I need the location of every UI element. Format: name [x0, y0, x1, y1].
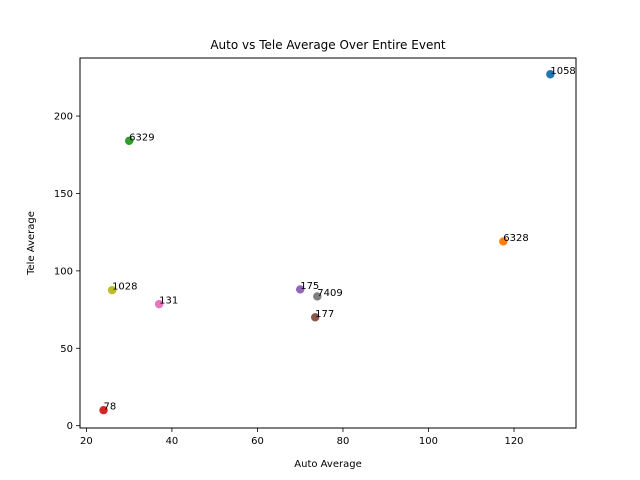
x-tick-label: 120 [504, 436, 523, 447]
data-point [499, 237, 508, 246]
chart-title: Auto vs Tele Average Over Entire Event [210, 38, 446, 52]
y-axis-label: Tele Average [26, 211, 37, 276]
y-tick-label: 100 [54, 266, 73, 277]
data-point-label: 1028 [112, 282, 137, 293]
data-point-label: 7409 [317, 288, 342, 299]
data-point-label: 1058 [550, 66, 575, 77]
data-point-label: 6329 [129, 132, 154, 143]
x-axis: 20 40 60 80 100 120 [80, 428, 524, 447]
data-point-label: 6328 [503, 233, 528, 244]
data-point-label: 177 [315, 309, 334, 320]
data-point [546, 70, 555, 79]
x-tick-label: 60 [251, 436, 264, 447]
data-point-label: 131 [159, 296, 178, 307]
x-tick-label: 80 [337, 436, 350, 447]
x-tick-label: 40 [166, 436, 179, 447]
y-axis: 0 50 100 150 200 [54, 112, 80, 432]
data-point [296, 285, 305, 294]
data-point [154, 299, 164, 309]
data-point [99, 405, 108, 415]
data-point [313, 292, 322, 301]
data-points: 1058 6328 6329 78 175 177 131 7409 1028 [99, 66, 576, 415]
data-point-label: 175 [300, 281, 319, 292]
y-tick-label: 150 [54, 189, 73, 200]
data-point-label: 78 [104, 402, 117, 413]
x-tick-label: 100 [419, 436, 438, 447]
x-axis-label: Auto Average [294, 459, 361, 470]
data-point [107, 286, 117, 295]
y-tick-label: 0 [67, 421, 73, 432]
y-tick-label: 200 [54, 112, 73, 123]
y-tick-label: 50 [60, 344, 73, 355]
data-point [310, 313, 320, 322]
x-tick-label: 20 [80, 436, 93, 447]
plot-area: 20 40 60 80 100 120 0 50 100 150 200 1058 6328 6329… [54, 57, 577, 447]
data-point [124, 136, 134, 146]
plot-frame [79, 57, 577, 429]
